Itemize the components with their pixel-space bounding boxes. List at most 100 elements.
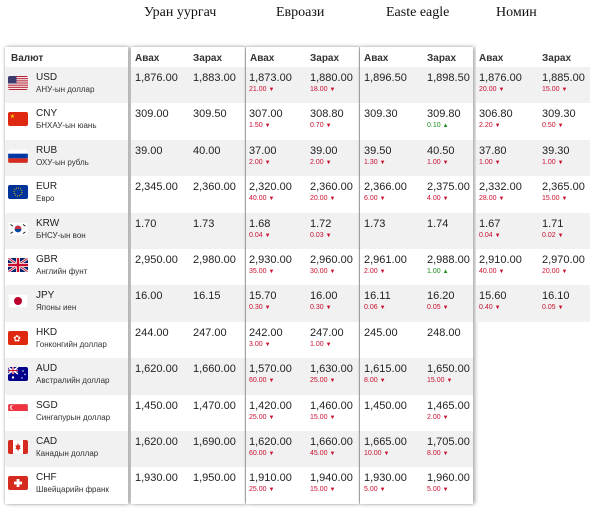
currency-name: Сингапурын доллар <box>36 412 111 422</box>
euroasia-rate-row: 2,320.00 40.00 ▼ 2,360.00 20.00 ▼ <box>246 176 359 213</box>
arrow-down-icon: ▼ <box>561 268 568 275</box>
eagle-buy-rate: 245.00 <box>364 326 398 339</box>
arrow-down-icon: ▼ <box>329 414 336 421</box>
arrow-down-icon: ▼ <box>329 268 336 275</box>
eagle-sell-rate: 1,705.00 <box>427 435 470 448</box>
nomin-sell-change: 15.00 ▼ <box>542 86 567 93</box>
euroasia-buy-change-value: 60.00 <box>249 449 267 457</box>
arrow-down-icon: ▼ <box>329 196 336 203</box>
arrow-down-icon: ▼ <box>446 378 453 385</box>
currency-header: Валют <box>5 47 128 67</box>
arrow-down-icon: ▼ <box>498 268 505 275</box>
nomin-buy-change: 1.00 ▼ <box>479 159 501 166</box>
eagle-sell-rate: 1,898.50 <box>427 72 470 84</box>
arrow-down-icon: ▼ <box>494 159 501 166</box>
uran-sell-rate: 1,660.00 <box>193 363 236 376</box>
eagle-sell-rate: 16.20 <box>427 290 455 303</box>
eagle-buy-rate: 1,930.00 <box>364 472 407 485</box>
nomin-buy-rate: 37.80 <box>479 144 507 157</box>
euroasia-sell-change: 0.03 ▼ <box>310 232 332 239</box>
currency-code: SGD <box>36 399 58 411</box>
uran-sell-rate: 309.50 <box>193 108 227 121</box>
eagle-rate-row: 245.00 248.00 <box>360 321 473 359</box>
euroasia-sell-change: 15.00 ▼ <box>310 486 335 493</box>
euroasia-rate-row: 1.68 0.04 ▼ 1.72 0.03 ▼ <box>246 212 359 249</box>
euroasia-sell-change: 45.00 ▼ <box>310 450 335 457</box>
nomin-buy-change-value: 0.04 <box>479 231 493 239</box>
nomin-buy-change: 40.00 ▼ <box>479 268 504 275</box>
nomin-sell-change-value: 15.00 <box>542 195 560 203</box>
eagle-sell-change: 1.00 ▼ <box>427 159 449 166</box>
euroasia-rate-row: 1,420.00 25.00 ▼ 1,460.00 15.00 ▼ <box>246 394 359 431</box>
arrow-down-icon: ▼ <box>494 232 501 239</box>
currency-code: EUR <box>36 181 58 193</box>
arrow-down-icon: ▼ <box>561 87 568 93</box>
eagle-buy-change-value: 1.30 <box>364 158 378 166</box>
euroasia-sell-change: 20.00 ▼ <box>310 195 335 202</box>
euroasia-buy-rate: 307.00 <box>249 108 283 121</box>
eagle-sell-change-value: 15.00 <box>427 377 445 385</box>
euroasia-buy-rate: 1.68 <box>249 217 271 230</box>
arrow-down-icon: ▼ <box>442 305 449 312</box>
currency-row: ✿ HKD Гонконгийн доллар <box>5 321 128 359</box>
nomin-buy-rate: 1,876.00 <box>479 72 522 84</box>
currency-code: CAD <box>36 435 58 447</box>
nomin-buy-change: 28.00 ▼ <box>479 195 504 202</box>
nomin-sell-rate: 1,885.00 <box>542 72 585 84</box>
currency-code: CNY <box>36 108 58 120</box>
euroasia-sell-change: 30.00 ▼ <box>310 268 335 275</box>
arrow-down-icon: ▼ <box>264 341 271 348</box>
arrow-up-icon: ▲ <box>442 123 449 130</box>
euroasia-buy-change: 40.00 ▼ <box>249 195 274 202</box>
uran-rate-row: 1,876.00 1,883.00 <box>131 67 245 104</box>
euroasia-sell-change-value: 0.30 <box>310 304 324 312</box>
euroasia-buy-rate: 15.70 <box>249 290 277 303</box>
uran-sell-rate: 1,470.00 <box>193 399 236 412</box>
arrow-down-icon: ▼ <box>325 159 332 166</box>
euroasia-sell-change: 18.00 ▼ <box>310 86 335 93</box>
uran-rate-row: 16.00 16.15 <box>131 285 245 322</box>
arrow-down-icon: ▼ <box>561 196 568 203</box>
arrow-down-icon: ▼ <box>379 487 386 494</box>
uran-buy-rate: 1,620.00 <box>135 363 178 376</box>
uran-rate-row: 1,930.00 1,950.00 <box>131 467 245 504</box>
currency-name: Японы иен <box>36 303 77 313</box>
arrow-down-icon: ▼ <box>268 196 275 203</box>
eagle-buy-change: 2.00 ▼ <box>364 268 386 275</box>
currency-row: RUB ОХУ-ын рубль <box>5 139 128 177</box>
arrow-down-icon: ▼ <box>557 123 564 130</box>
uran-rate-row: 244.00 247.00 <box>131 321 245 359</box>
uran-sell-rate: 16.15 <box>193 290 221 303</box>
nomin-buy-change-value: 1.00 <box>479 158 493 166</box>
nomin-buy-change: 0.40 ▼ <box>479 304 501 311</box>
uran-rate-row: 1,620.00 1,660.00 <box>131 358 245 395</box>
eagle-sell-rate: 1.74 <box>427 217 449 230</box>
currency-name: Английн фунт <box>36 266 88 276</box>
eagle-sell-change: 2.00 ▼ <box>427 414 449 421</box>
nomin-buy-change-value: 2.20 <box>479 122 493 130</box>
bank-title-uran: Уран уургач <box>144 5 217 20</box>
eagle-buy-rate: 1,896.50 <box>364 72 407 84</box>
uran-buy-rate: 16.00 <box>135 290 163 303</box>
arrow-down-icon: ▼ <box>264 305 271 312</box>
eagle-buy-rate: 309.30 <box>364 108 398 121</box>
arrow-down-icon: ▼ <box>557 159 564 166</box>
euroasia-sell-change-value: 25.00 <box>310 377 328 385</box>
nomin-buy-rate: 15.60 <box>479 290 507 303</box>
currency-row: SGD Сингапурын доллар <box>5 394 128 431</box>
currency-name: БНСУ-ын вон <box>36 230 86 240</box>
euroasia-buy-rate: 242.00 <box>249 326 283 339</box>
uran-buy-header: Авах <box>135 53 160 64</box>
eagle-buy-rate: 1,450.00 <box>364 399 407 412</box>
arrow-down-icon: ▼ <box>557 232 564 239</box>
euroasia-rate-row: 1,620.00 60.00 ▼ 1,660.00 45.00 ▼ <box>246 430 359 468</box>
eagle-buy-rate: 2,366.00 <box>364 181 407 194</box>
eagle-buy-change: 8.00 ▼ <box>364 377 386 384</box>
arrow-down-icon: ▼ <box>442 196 449 203</box>
euroasia-sell-rate: 2,360.00 <box>310 181 353 194</box>
nomin-sell-change-value: 0.05 <box>542 304 556 312</box>
arrow-down-icon: ▼ <box>494 123 501 130</box>
nomin-buy-change: 20.00 ▼ <box>479 86 504 93</box>
eagle-buy-change-value: 8.00 <box>364 377 378 385</box>
arrow-down-icon: ▼ <box>494 305 501 312</box>
